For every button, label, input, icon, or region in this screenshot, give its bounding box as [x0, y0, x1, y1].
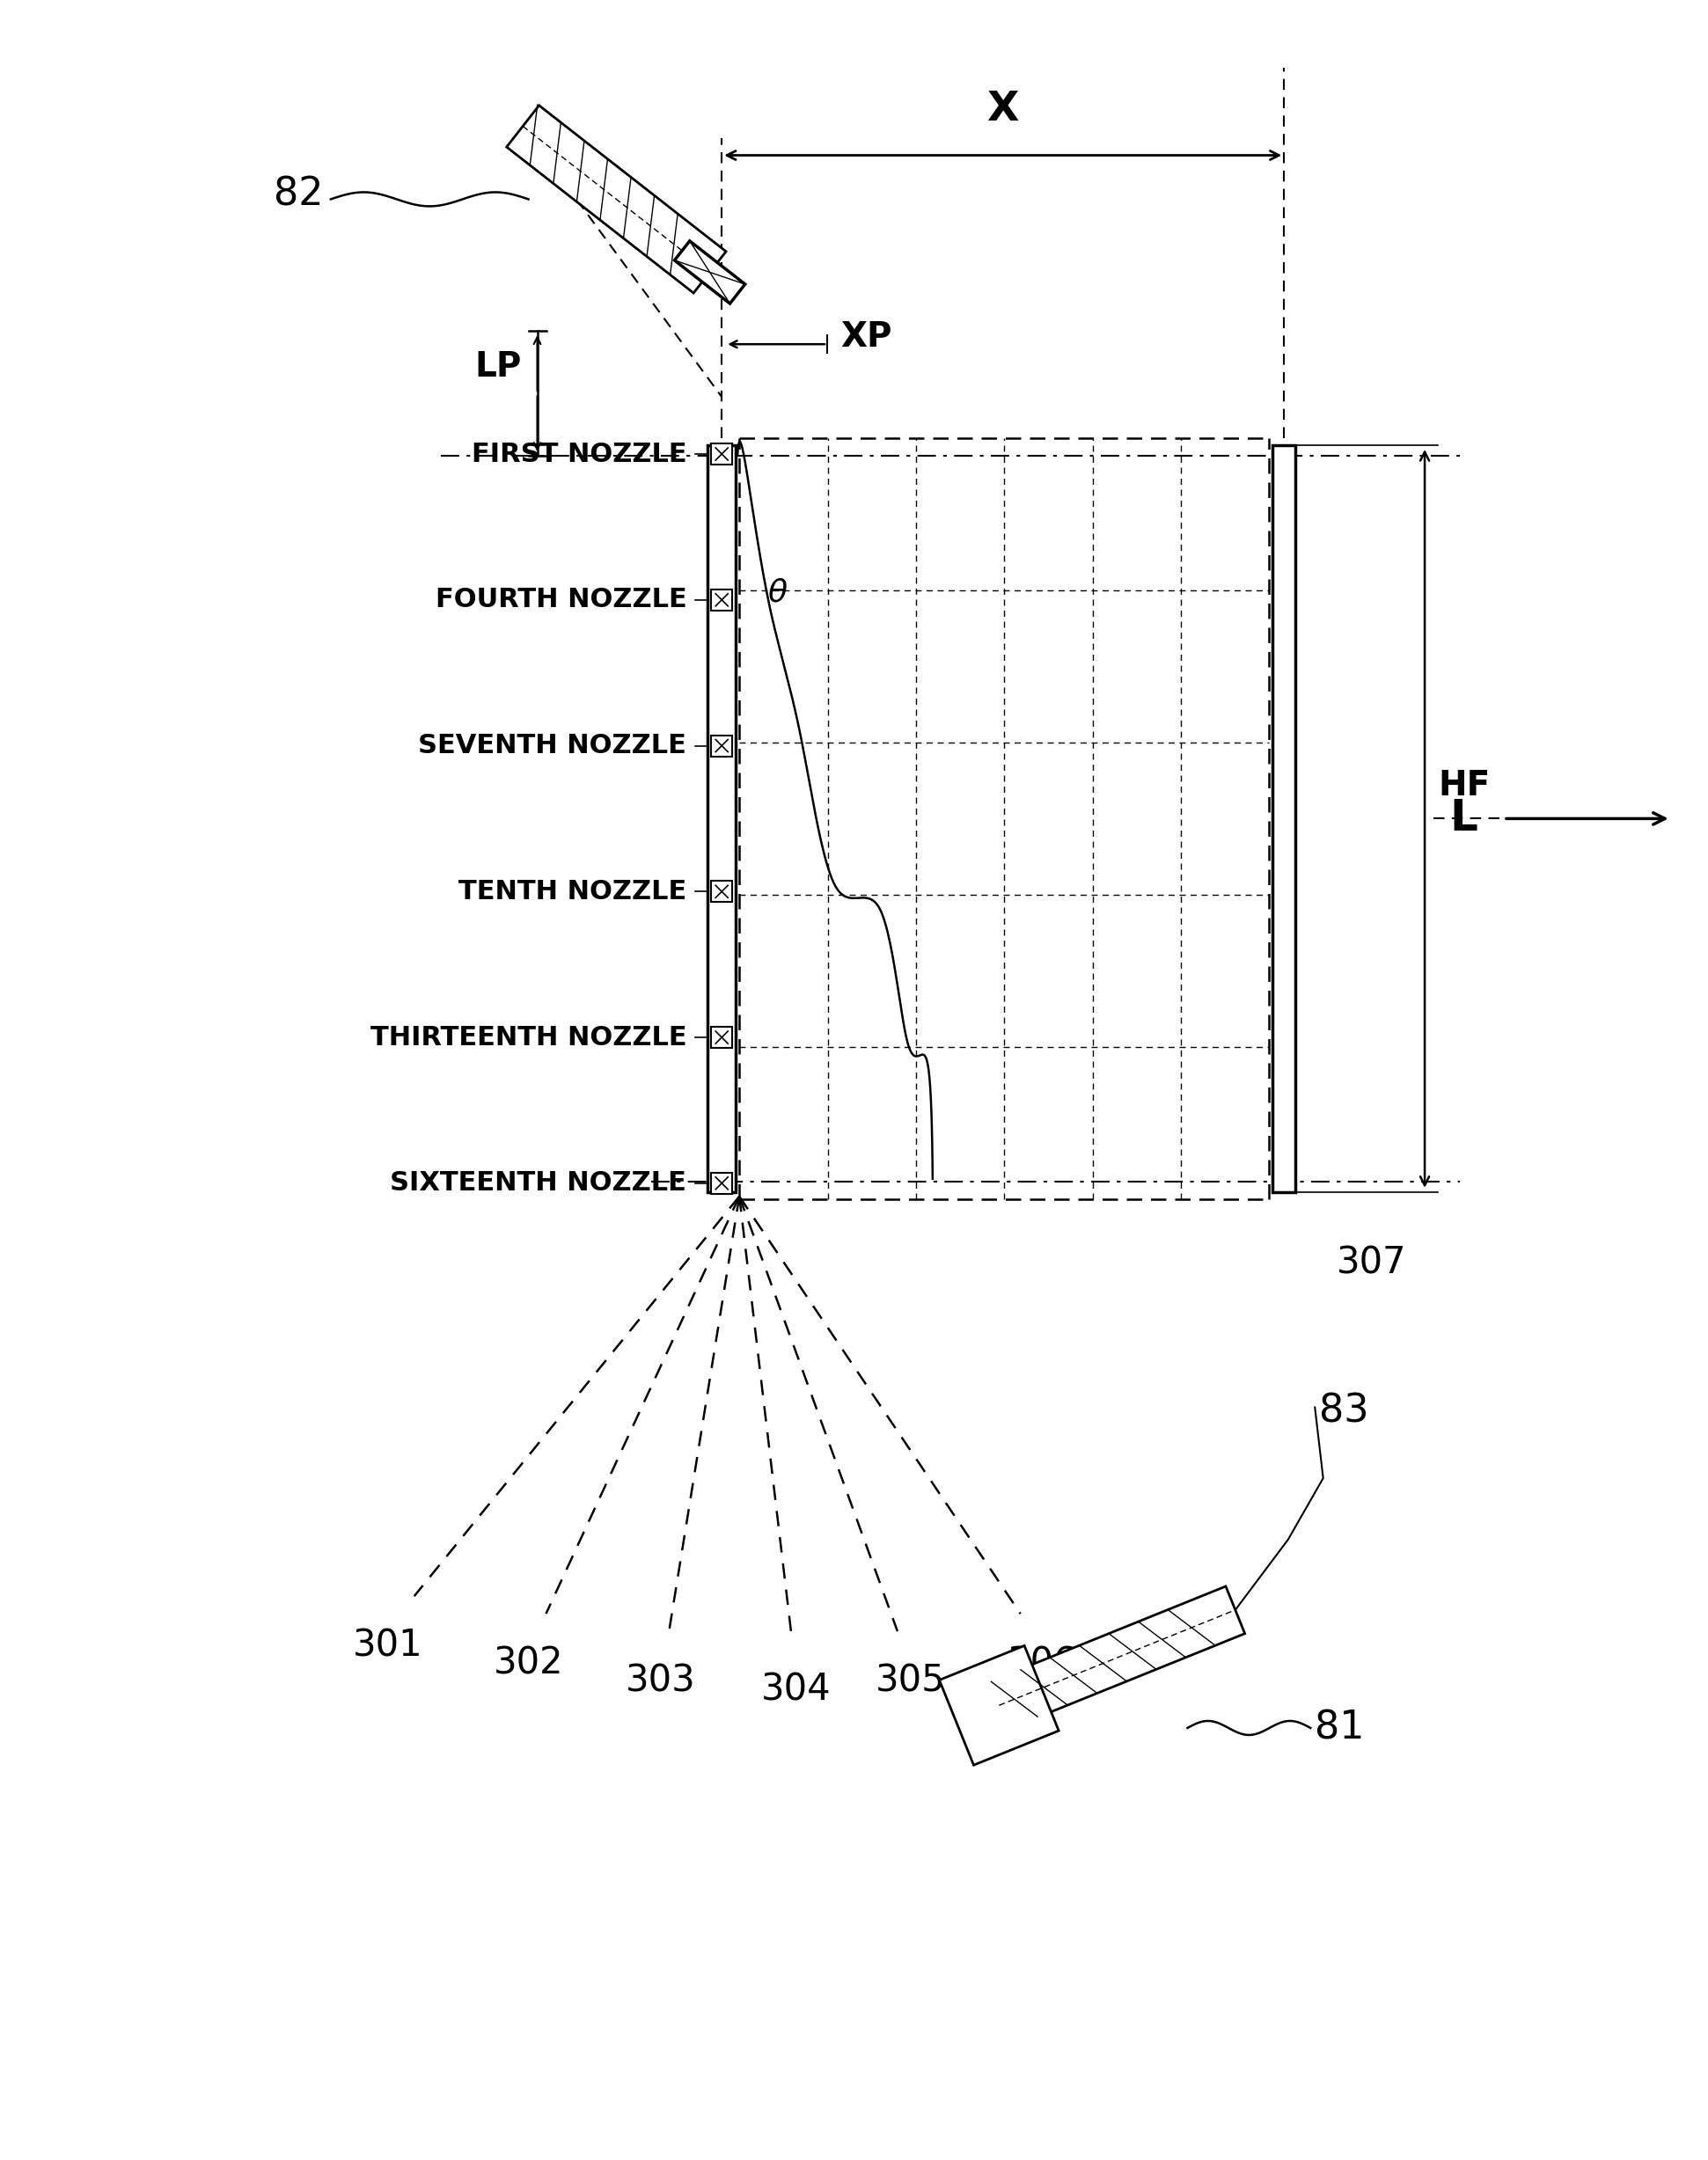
- Text: 303: 303: [625, 1661, 695, 1700]
- Text: HF: HF: [1438, 769, 1491, 804]
- Text: 301: 301: [354, 1626, 424, 1663]
- Text: 305: 305: [876, 1661, 946, 1700]
- Bar: [711, 734, 733, 756]
- Bar: [711, 443, 733, 464]
- Text: 83: 83: [1319, 1393, 1370, 1430]
- Text: θ: θ: [767, 579, 787, 607]
- Text: FIRST NOZZLE: FIRST NOZZLE: [471, 441, 687, 467]
- Text: FOURTH NOZZLE: FOURTH NOZZLE: [436, 588, 687, 613]
- Polygon shape: [507, 106, 726, 294]
- Text: 306: 306: [1008, 1644, 1078, 1680]
- Text: 304: 304: [762, 1672, 832, 1709]
- Bar: [711, 881, 733, 903]
- Text: TENTH NOZZLE: TENTH NOZZLE: [458, 879, 687, 905]
- Polygon shape: [939, 1646, 1059, 1765]
- Polygon shape: [989, 1585, 1245, 1728]
- Text: SIXTEENTH NOZZLE: SIXTEENTH NOZZLE: [389, 1171, 687, 1197]
- Bar: [1272, 445, 1296, 1192]
- Text: SEVENTH NOZZLE: SEVENTH NOZZLE: [418, 732, 687, 758]
- Bar: [711, 1026, 733, 1048]
- Bar: [711, 590, 733, 611]
- Text: XP: XP: [840, 320, 892, 354]
- Text: LP: LP: [475, 350, 521, 384]
- Text: X: X: [987, 89, 1020, 130]
- Polygon shape: [675, 242, 745, 305]
- Text: 307: 307: [1337, 1244, 1407, 1281]
- Text: 82: 82: [273, 175, 323, 214]
- Bar: [711, 1173, 733, 1194]
- Bar: [707, 445, 736, 1192]
- Text: THIRTEENTH NOZZLE: THIRTEENTH NOZZLE: [371, 1024, 687, 1050]
- Text: L: L: [1450, 797, 1477, 840]
- Text: 81: 81: [1315, 1709, 1365, 1747]
- Text: 302: 302: [494, 1644, 564, 1680]
